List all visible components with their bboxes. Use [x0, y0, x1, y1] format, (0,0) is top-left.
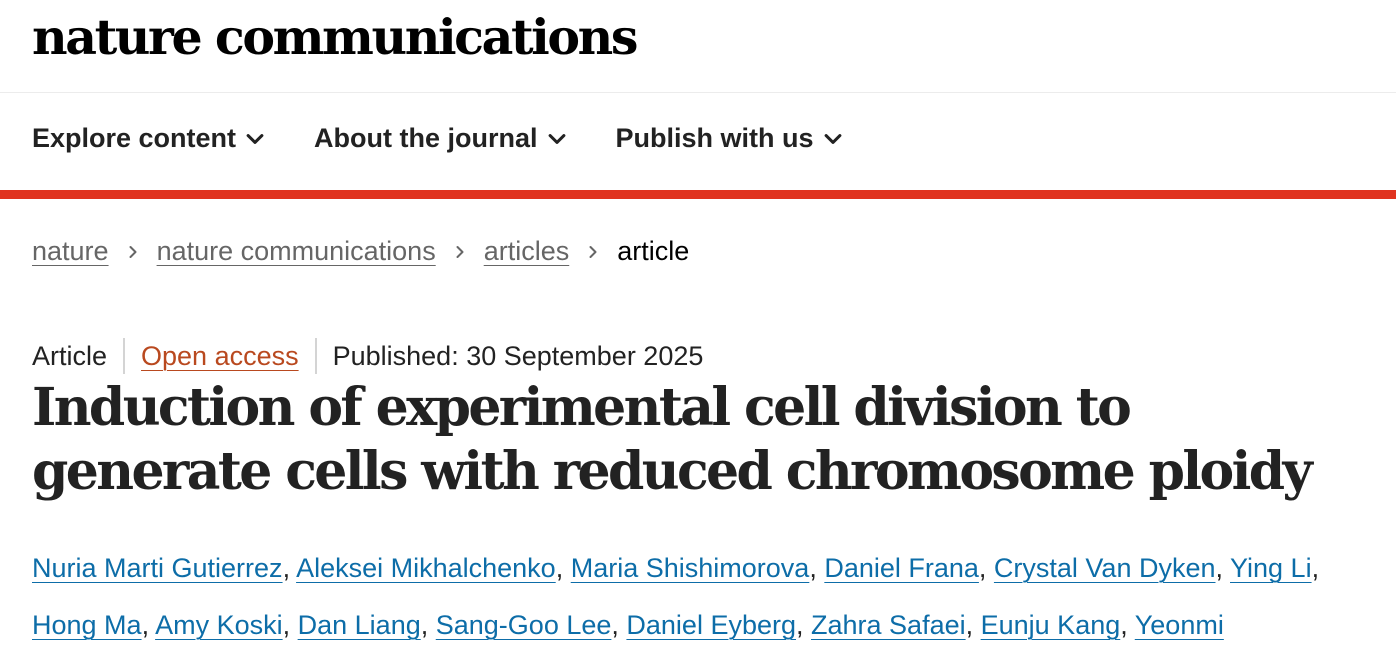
chevron-right-icon — [569, 244, 617, 260]
breadcrumb-link-nature[interactable]: nature — [32, 236, 109, 266]
meta-divider — [314, 338, 317, 374]
author-separator: , — [555, 553, 571, 583]
author-link[interactable]: Amy Koski — [155, 610, 283, 640]
author-link[interactable]: Crystal Van Dyken — [993, 553, 1216, 583]
author-separator: , — [141, 610, 156, 640]
author-link[interactable]: Sang-Goo Lee — [435, 610, 612, 640]
nav-about-journal[interactable]: About the journal — [314, 123, 567, 154]
author-separator: , — [420, 610, 436, 640]
nav-list: Explore content About the journal Publis… — [32, 123, 892, 154]
author-link[interactable]: Dan Liang — [297, 610, 421, 640]
header-accent-rule — [0, 190, 1396, 199]
author-link[interactable]: Zahra Safaei — [811, 610, 966, 640]
breadcrumb: nature nature communications articles ar… — [32, 236, 689, 267]
nav-publish-with-us-label: Publish with us — [615, 123, 814, 153]
breadcrumb-link-nature-communications[interactable]: nature communications — [156, 236, 436, 266]
author-link[interactable]: Ying Li — [1230, 553, 1312, 583]
author-link[interactable]: Maria Shishimorova — [570, 553, 810, 583]
breadcrumb-current: article — [617, 236, 690, 266]
breadcrumb-link-articles[interactable]: articles — [483, 236, 570, 266]
nav-explore-content-label: Explore content — [32, 123, 237, 153]
author-separator: , — [1311, 553, 1320, 583]
author-link[interactable]: Daniel Eyberg — [626, 610, 796, 640]
article-type: Article — [32, 340, 108, 371]
author-link[interactable]: Daniel Frana — [824, 553, 979, 583]
author-link[interactable]: Aleksei Mikhalchenko — [296, 553, 556, 583]
nav-about-journal-label: About the journal — [314, 123, 538, 153]
author-list: Nuria Marti Gutierrez, Aleksei Mikhalche… — [32, 540, 1382, 654]
article-title: Induction of experimental cell division … — [32, 377, 1313, 502]
article-meta: Article Open access Published: 30 Septem… — [32, 338, 703, 374]
chevron-right-icon — [436, 244, 484, 260]
meta-divider — [123, 338, 126, 374]
author-separator: , — [809, 553, 825, 583]
author-separator: , — [978, 553, 994, 583]
chevron-right-icon — [109, 244, 157, 260]
author-separator: , — [1215, 553, 1231, 583]
chevron-down-icon — [244, 128, 266, 150]
nav-explore-content[interactable]: Explore content — [32, 123, 266, 154]
author-link[interactable]: Eunju Kang — [980, 610, 1121, 640]
author-separator: , — [1120, 610, 1135, 640]
chevron-down-icon — [822, 128, 844, 150]
author-separator: , — [282, 553, 297, 583]
author-link[interactable]: Nuria Marti Gutierrez — [32, 553, 283, 583]
author-separator: , — [796, 610, 812, 640]
main-navigation: Explore content About the journal Publis… — [0, 93, 1396, 190]
open-access-link[interactable]: Open access — [141, 340, 299, 371]
chevron-down-icon — [546, 128, 568, 150]
author-separator: , — [611, 610, 627, 640]
journal-logo[interactable]: nature communications — [32, 8, 638, 66]
author-separator: , — [965, 610, 981, 640]
published-date: Published: 30 September 2025 — [332, 340, 704, 371]
nav-publish-with-us[interactable]: Publish with us — [616, 123, 844, 154]
author-link[interactable]: Yeonmi — [1134, 610, 1224, 640]
site-header: nature communications — [0, 0, 1396, 93]
author-link[interactable]: Hong Ma — [32, 610, 142, 640]
author-separator: , — [282, 610, 298, 640]
